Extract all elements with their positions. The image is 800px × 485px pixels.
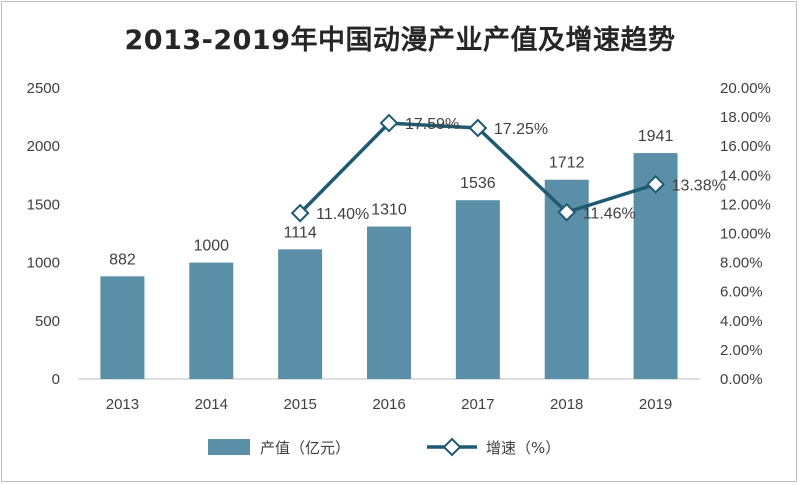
bar-data-label: 882 (109, 251, 136, 268)
y-right-tick-label: 6.00% (720, 284, 763, 301)
y-right-tick-label: 20.00% (720, 80, 771, 97)
bar-data-label: 1536 (460, 175, 496, 192)
y-right-tick-label: 2.00% (720, 342, 763, 359)
bar (189, 262, 234, 379)
x-tick-label: 2016 (372, 396, 405, 413)
bar-data-label: 1310 (371, 202, 407, 219)
y-right-tick-label: 8.00% (720, 255, 763, 272)
y-right-tick-label: 18.00% (720, 109, 771, 126)
y-left-tick-label: 2000 (27, 138, 60, 155)
line-point-marker (468, 118, 488, 138)
y-left-tick-label: 1000 (27, 255, 60, 272)
chart-title: 2013-2019年中国动漫产业产值及增速趋势 (124, 25, 676, 56)
bar-data-label: 1941 (638, 128, 674, 145)
y-left-tick-label: 1500 (27, 196, 60, 213)
x-tick-label: 2015 (283, 396, 316, 413)
x-tick-label: 2013 (106, 396, 139, 413)
line-data-label: 11.46% (583, 205, 636, 222)
line-point-marker (379, 113, 399, 133)
y-right-tick-label: 10.00% (720, 226, 771, 243)
x-tick-label: 2014 (195, 396, 228, 413)
line-point-marker (646, 174, 665, 194)
line-data-label: 11.40% (316, 206, 369, 223)
legend-line-label: 增速（%） (486, 439, 560, 457)
bar (455, 200, 500, 379)
legend-bar-label: 产值（亿元） (260, 439, 350, 457)
y-right-tick-label: 14.00% (720, 167, 771, 184)
legend-line-marker (442, 437, 462, 457)
y-left-tick-label: 500 (35, 313, 60, 330)
bar-data-label: 1114 (284, 224, 317, 241)
y-right-tick-label: 4.00% (720, 313, 763, 330)
y-left-tick-label: 0 (52, 371, 60, 388)
x-tick-label: 2019 (639, 396, 672, 413)
line-data-label: 17.25% (494, 121, 548, 138)
legend-bar-swatch (208, 439, 250, 455)
y-left-tick-label: 2500 (27, 80, 60, 97)
x-tick-label: 2017 (461, 396, 494, 413)
bar-data-label: 1000 (193, 238, 229, 255)
bar (367, 226, 411, 379)
y-right-tick-label: 12.00% (720, 196, 771, 213)
y-right-tick-label: 0.00% (720, 371, 763, 388)
line-data-label: 13.38% (672, 177, 726, 194)
bar (278, 249, 323, 379)
line-point-marker (557, 202, 577, 222)
line-point-marker (290, 203, 310, 223)
line-data-label: 17.59% (405, 116, 459, 133)
bar-data-label: 1712 (549, 155, 585, 172)
y-right-tick-label: 16.00% (720, 138, 771, 155)
x-tick-label: 2018 (550, 396, 583, 413)
bar (100, 276, 145, 379)
